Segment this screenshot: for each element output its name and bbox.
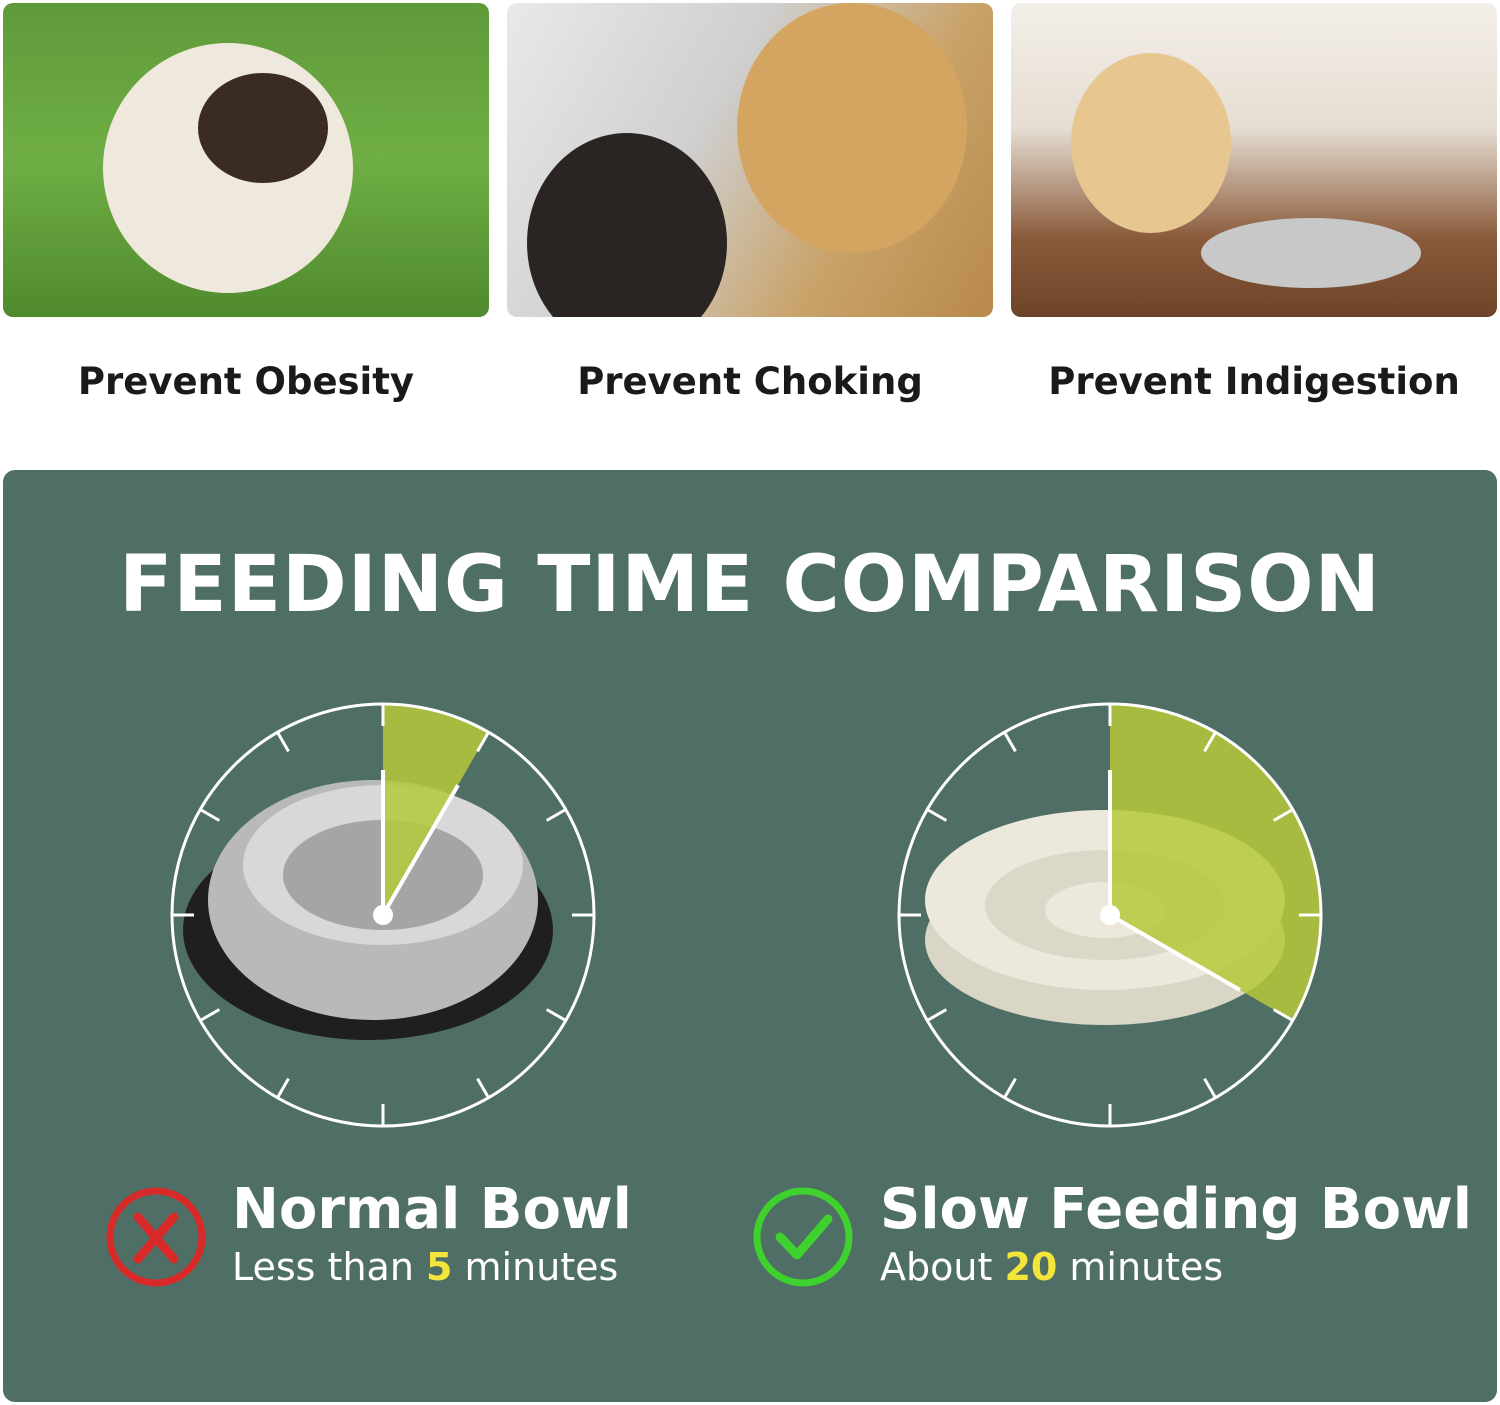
caption-prevent-choking: Prevent Choking xyxy=(577,360,923,403)
clock-tick xyxy=(199,1008,221,1022)
normal-bowl-clock xyxy=(170,702,596,1128)
clock-tick xyxy=(545,1008,567,1022)
clock-tick xyxy=(276,731,290,753)
caption-prevent-obesity: Prevent Obesity xyxy=(77,360,415,403)
clock-center xyxy=(1100,905,1120,925)
clock-tick xyxy=(476,731,490,753)
clock-tick xyxy=(476,1077,490,1099)
clock-tick xyxy=(1003,731,1017,753)
clock-tick xyxy=(1203,1077,1217,1099)
minute-hand-end xyxy=(381,784,460,917)
minute-hand-end xyxy=(1108,913,1241,992)
slow-bowl-time: About 20 minutes xyxy=(880,1245,1224,1289)
slow-bowl-clock xyxy=(897,702,1323,1128)
check-circle-icon xyxy=(753,1187,853,1287)
elapsed-wedge xyxy=(1110,704,1321,1021)
elapsed-wedge xyxy=(383,704,489,915)
dog-indigestion-photo xyxy=(1011,3,1497,317)
cross-circle-icon xyxy=(106,1187,206,1287)
clock-tick xyxy=(545,808,567,822)
clock-center xyxy=(373,905,393,925)
clock-tick xyxy=(1003,1077,1017,1099)
normal-bowl-time: Less than 5 minutes xyxy=(232,1245,619,1289)
clock-tick xyxy=(926,1008,948,1022)
pug-photo xyxy=(3,3,489,317)
slow-bowl-title: Slow Feeding Bowl xyxy=(880,1177,1472,1242)
slow-bowl-minutes: 20 xyxy=(1004,1245,1058,1289)
dog-choking-photo xyxy=(507,3,993,317)
normal-bowl-minutes: 5 xyxy=(426,1245,453,1289)
comparison-title: FEEDING TIME COMPARISON xyxy=(119,540,1381,630)
clock-tick xyxy=(926,808,948,822)
clock-tick xyxy=(1272,1008,1294,1022)
normal-bowl-title: Normal Bowl xyxy=(232,1177,632,1242)
clock-tick xyxy=(1203,731,1217,753)
caption-prevent-indigestion: Prevent Indigestion xyxy=(1048,360,1460,403)
clock-tick xyxy=(276,1077,290,1099)
clock-tick xyxy=(199,808,221,822)
clock-tick xyxy=(1272,808,1294,822)
